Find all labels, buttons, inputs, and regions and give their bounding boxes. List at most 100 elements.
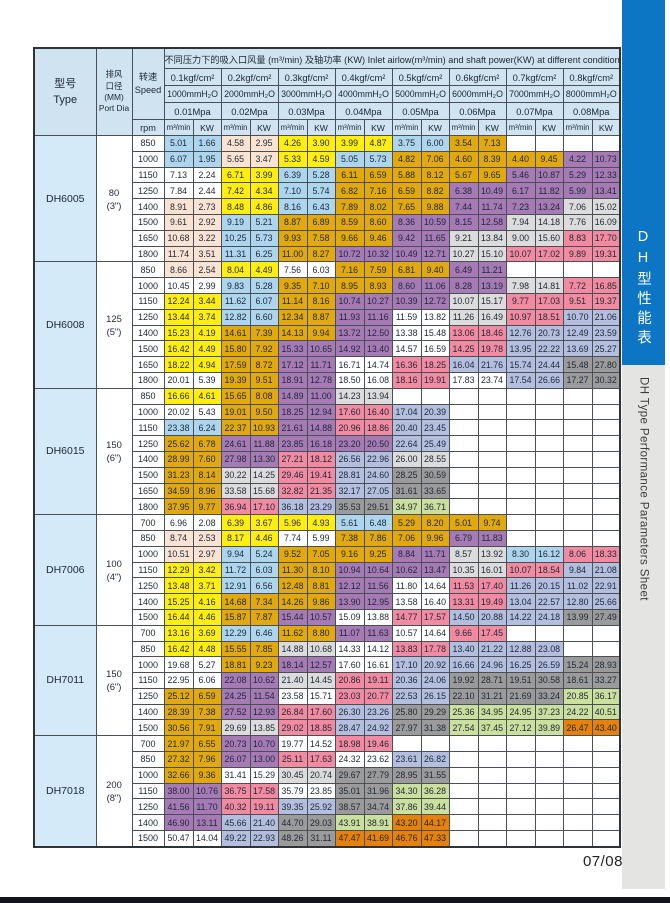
flow-cell: 28.47 (334, 719, 365, 737)
flow-cell: 14.89 (277, 387, 308, 405)
power-cell: 1.66 (192, 135, 222, 152)
power-cell: 31.21 (477, 687, 507, 705)
flow-cell: 7.06 (391, 529, 422, 547)
flow-cell: 10.68 (163, 229, 194, 247)
page-number: 07/08 (582, 853, 623, 870)
power-cell: 19.49 (477, 593, 507, 610)
power-cell: 21.76 (477, 356, 507, 373)
flow-cell: 10.62 (391, 561, 422, 579)
power-cell: 11.65 (420, 229, 450, 247)
empty-cell (534, 830, 564, 848)
power-cell: 14.04 (192, 830, 222, 848)
empty-cell (591, 624, 621, 642)
power-cell: 4.93 (306, 514, 336, 531)
rpm-cell: 1800 (131, 498, 165, 516)
table-row: 1000 19.68 5.27 18.81 9.23 18.14 12.57 17.60 16.… (34, 656, 621, 674)
power-cell: 5.73 (249, 229, 279, 247)
flow-cell: 8.59 (334, 213, 365, 231)
empty-cell (562, 135, 593, 152)
power-cell: 9.51 (249, 371, 279, 389)
power-cell: 2.97 (192, 545, 222, 563)
flow-cell: 7.16 (334, 261, 365, 279)
flow-cell: 13.40 (448, 640, 479, 658)
flow-cell: 23.61 (391, 751, 422, 768)
flow-cell: 18.14 (277, 656, 308, 674)
power-cell: 12.78 (306, 371, 336, 389)
flow-cell: 23.85 (277, 435, 308, 452)
flow-cell: 3.54 (448, 135, 479, 152)
rpm-cell: 1500 (131, 719, 165, 737)
table-row: 1150 12.29 3.42 11.72 6.03 11.30 8.10 10.94 10.6… (34, 561, 621, 579)
flow-cell: 10.07 (505, 245, 536, 263)
power-cell: 8.80 (306, 624, 336, 642)
empty-cell (591, 403, 621, 421)
power-cell: 10.76 (192, 782, 222, 800)
flow-cell: 8.57 (448, 545, 479, 563)
power-cell: 9.23 (249, 656, 279, 674)
flow-cell: 14.22 (505, 608, 536, 626)
rpm-cell: 1000 (131, 656, 165, 674)
flow-cell: 10.70 (562, 308, 593, 326)
flow-cell: 9.94 (220, 545, 251, 563)
flow-cell: 5.29 (391, 514, 422, 531)
power-cell: 11.00 (306, 387, 336, 405)
flow-cell: 6.59 (391, 182, 422, 200)
power-cell: 9.94 (306, 324, 336, 342)
power-cell: 20.50 (363, 435, 393, 452)
power-cell: 41.69 (363, 830, 393, 848)
power-cell: 14.52 (306, 735, 336, 753)
power-cell: 16.40 (363, 403, 393, 421)
empty-cell (562, 814, 593, 832)
flow-cell: 32.66 (163, 766, 194, 784)
flow-cell: 25.62 (163, 435, 194, 452)
flow-cell: 14.13 (277, 324, 308, 342)
flow-cell: 4.40 (505, 150, 536, 168)
flow-cell: 50.47 (163, 830, 194, 848)
power-cell: 6.78 (192, 435, 222, 452)
empty-cell (505, 798, 536, 816)
empty-cell (534, 135, 564, 152)
power-cell: 26.66 (534, 371, 564, 389)
flow-cell: 16.66 (163, 387, 194, 405)
power-cell: 6.43 (306, 198, 336, 215)
flow-cell: 16.42 (163, 640, 194, 658)
power-cell: 19.78 (477, 340, 507, 358)
unit-power-header: KW (306, 119, 336, 136)
table-row: DH6015 150 (6") 850 16.66 4.61 15.65 8.08 14.89 1… (33, 387, 621, 516)
power-cell: 22.96 (363, 450, 393, 468)
flow-cell: 12.48 (277, 577, 308, 595)
table-row: 1250 7.84 2.44 7.42 4.34 7.10 5.74 6.82 7.16 6.59… (34, 182, 621, 200)
rpm-cell: 1400 (131, 593, 165, 610)
empty-cell (591, 135, 621, 152)
power-cell: 6.60 (249, 308, 279, 326)
flow-cell: 29.46 (277, 466, 308, 484)
flow-cell: 13.06 (448, 324, 479, 342)
power-cell: 22.22 (534, 340, 564, 358)
flow-cell: 22.53 (391, 687, 422, 705)
table-row: 1150 12.24 3.44 11.62 6.07 11.14 8.16 10.74 10.2… (34, 292, 621, 310)
flow-cell: 14.92 (334, 340, 365, 358)
flow-cell: 22.95 (163, 672, 194, 689)
power-cell: 19.46 (363, 735, 393, 753)
power-cell: 14.64 (420, 577, 450, 595)
empty-cell (562, 751, 593, 768)
power-cell: 6.07 (249, 292, 279, 310)
power-cell: 23.85 (306, 782, 336, 800)
flow-cell: 7.44 (448, 198, 479, 215)
flow-cell: 32.17 (334, 482, 365, 500)
table-row: DH7018 200 (8") 700 21.97 6.55 20.73 10.70 19.77… (33, 735, 621, 848)
flow-cell: 10.97 (505, 308, 536, 326)
empty-cell (591, 261, 621, 279)
empty-cell (505, 830, 536, 848)
flow-cell: 9.19 (220, 213, 251, 231)
flow-cell: 7.10 (277, 182, 308, 200)
flow-cell: 25.12 (163, 687, 194, 705)
empty-cell (448, 450, 479, 468)
table-row: 1150 7.13 2.24 6.71 3.99 6.39 5.28 6.11 6.59 5.88… (34, 166, 621, 184)
power-cell: 13.00 (249, 751, 279, 768)
flow-cell: 15.87 (220, 608, 251, 626)
power-cell: 27.05 (363, 482, 393, 500)
pressure-mpa-cell: 0.06Mpa (448, 102, 507, 120)
flow-cell: 7.84 (163, 182, 194, 200)
